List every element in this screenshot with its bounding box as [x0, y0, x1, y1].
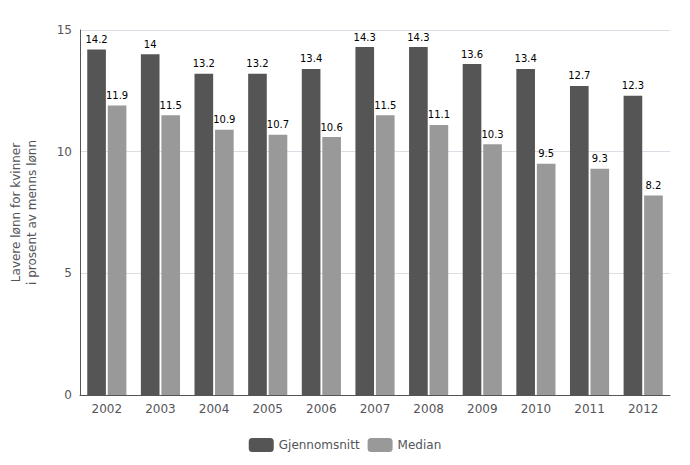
svg-text:2004: 2004: [199, 402, 230, 416]
svg-text:2011: 2011: [574, 402, 605, 416]
svg-text:11.5: 11.5: [374, 100, 396, 111]
svg-text:0: 0: [64, 388, 72, 402]
svg-text:10.6: 10.6: [320, 122, 342, 133]
svg-text:10.9: 10.9: [213, 114, 235, 125]
svg-text:11.5: 11.5: [160, 100, 182, 111]
svg-text:10.7: 10.7: [267, 119, 289, 130]
svg-text:2010: 2010: [521, 402, 552, 416]
svg-text:2003: 2003: [145, 402, 176, 416]
svg-text:5: 5: [64, 266, 72, 280]
svg-text:Lavere lønn for kvinner: Lavere lønn for kvinner: [9, 143, 23, 282]
svg-text:12.3: 12.3: [622, 80, 644, 91]
svg-text:13.6: 13.6: [461, 49, 483, 60]
svg-text:9.3: 9.3: [592, 153, 608, 164]
svg-text:14: 14: [144, 39, 157, 50]
svg-text:13.2: 13.2: [246, 58, 268, 69]
svg-text:15: 15: [57, 23, 72, 37]
svg-text:2008: 2008: [413, 402, 444, 416]
svg-text:14.2: 14.2: [85, 34, 107, 45]
svg-text:2006: 2006: [306, 402, 337, 416]
svg-text:2005: 2005: [252, 402, 283, 416]
svg-text:8.2: 8.2: [645, 180, 661, 191]
svg-text:i prosent av menns lønn: i prosent av menns lønn: [25, 140, 39, 285]
svg-text:14.3: 14.3: [407, 32, 429, 43]
svg-text:10.3: 10.3: [481, 129, 503, 140]
svg-text:13.2: 13.2: [193, 58, 215, 69]
svg-text:Median: Median: [398, 438, 442, 452]
svg-text:2007: 2007: [360, 402, 391, 416]
svg-text:12.7: 12.7: [568, 70, 590, 81]
svg-text:2009: 2009: [467, 402, 498, 416]
svg-text:11.9: 11.9: [106, 90, 128, 101]
svg-text:9.5: 9.5: [538, 148, 554, 159]
svg-text:13.4: 13.4: [515, 53, 537, 64]
svg-text:2002: 2002: [92, 402, 123, 416]
svg-text:Gjennomsnitt: Gjennomsnitt: [279, 438, 360, 452]
svg-text:13.4: 13.4: [300, 53, 322, 64]
svg-text:10: 10: [57, 145, 72, 159]
svg-text:2012: 2012: [628, 402, 659, 416]
svg-text:14.3: 14.3: [354, 32, 376, 43]
svg-text:11.1: 11.1: [428, 109, 450, 120]
